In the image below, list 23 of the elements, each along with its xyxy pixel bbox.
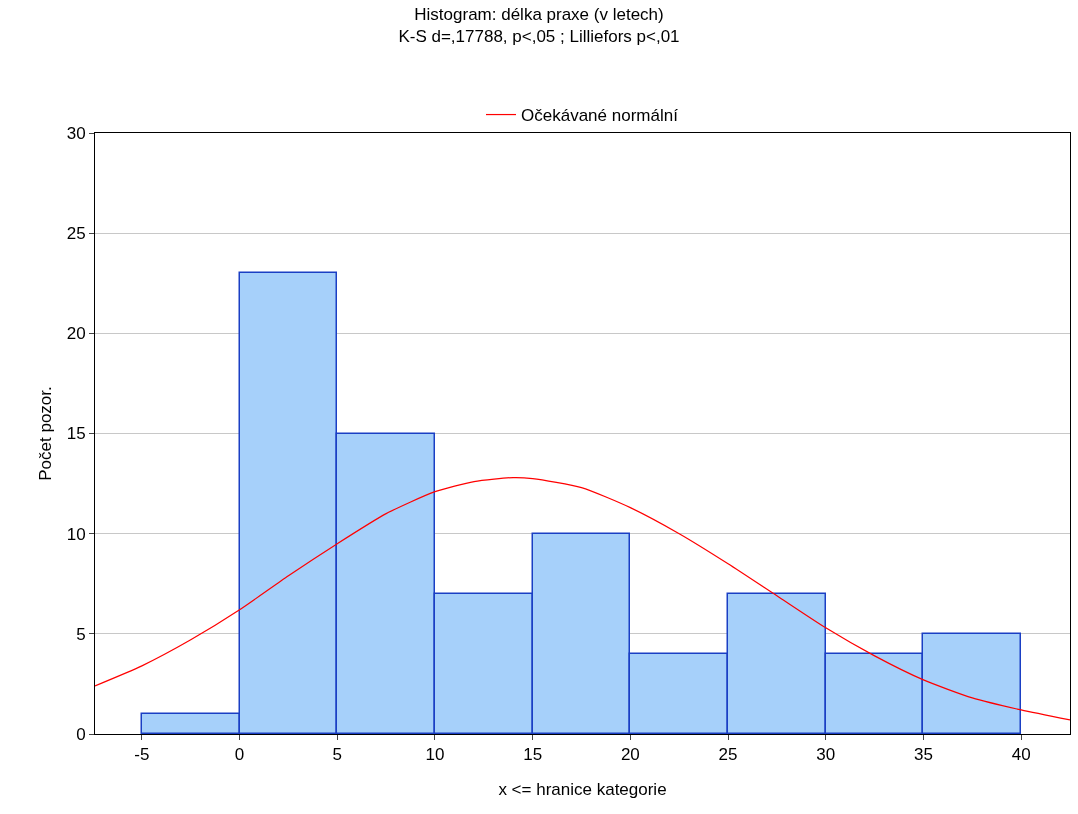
y-tick-label: 5	[76, 624, 86, 644]
x-tick-label: 15	[523, 745, 543, 765]
legend-label: Očekávané normální	[521, 106, 679, 126]
y-tick-label: 10	[66, 524, 86, 544]
x-tick-label: 40	[1011, 745, 1031, 765]
y-tick-label: 25	[66, 224, 86, 244]
y-tick-label: 15	[66, 424, 86, 444]
x-tick-label: 10	[425, 745, 445, 765]
x-tick-label: 20	[620, 745, 640, 765]
x-tick-label: 35	[914, 745, 933, 765]
y-tick-label: 20	[66, 324, 86, 344]
x-tick-label: 5	[332, 745, 343, 765]
y-tick-label: 30	[66, 123, 86, 143]
x-tick-label: -5	[134, 745, 150, 765]
x-axis-title: x <= hranice kategorie	[498, 780, 667, 799]
x-tick-label: 30	[816, 745, 836, 765]
chart-subtitle: K-S d=,17788, p<,05 ; Lilliefors p<,01	[398, 27, 680, 47]
line-series	[95, 476, 1070, 721]
chart-title: Histogram: délka praxe (v letech)	[414, 5, 664, 25]
y-tick-label: 0	[76, 724, 86, 744]
y-axis-title: Počet pozor.	[36, 386, 55, 481]
x-tick-label: 25	[718, 745, 738, 765]
x-tick-label: 0	[234, 745, 245, 765]
